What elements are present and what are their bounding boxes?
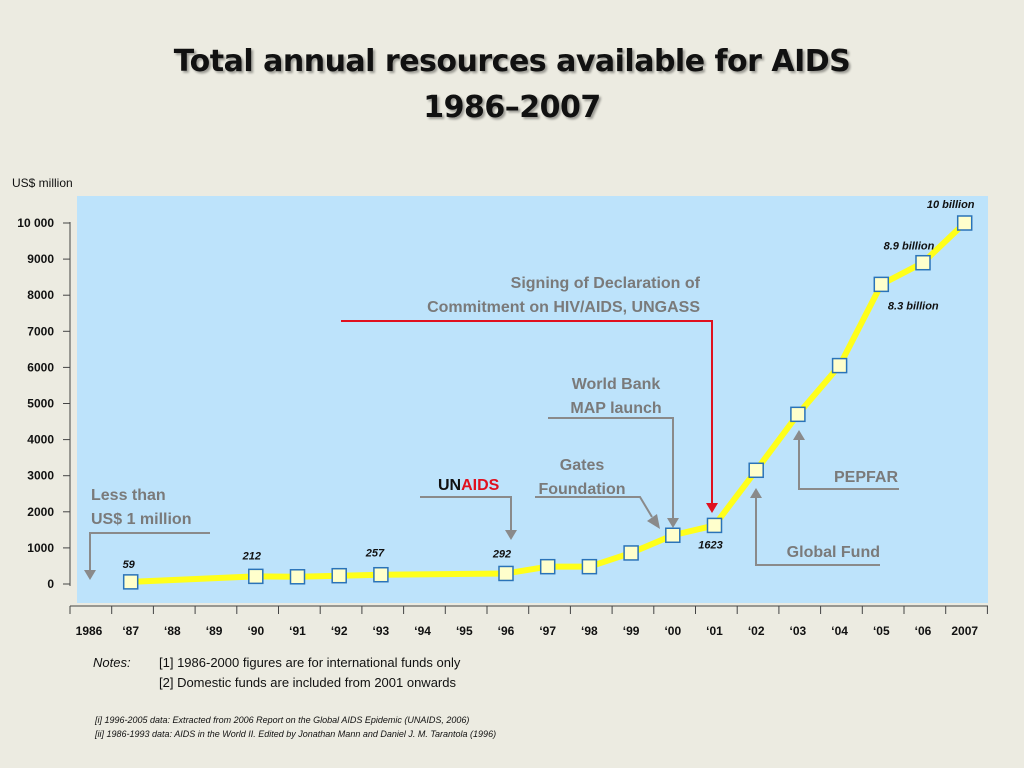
- y-tick-label: 1000: [27, 541, 54, 555]
- unaids-prefix: UN: [438, 477, 461, 494]
- x-tick-label: ‘93: [373, 624, 390, 638]
- data-point: [539, 558, 556, 575]
- source-note: [ii] 1986-1993 data: AIDS in the World I…: [95, 729, 497, 739]
- data-point: [873, 276, 890, 293]
- chart-title: Total annual resources available for AID…: [173, 44, 851, 79]
- data-label: 10 billion: [927, 199, 975, 211]
- x-tick-label: 2007: [951, 624, 978, 638]
- annotation-less-than-1-million: Less than: [91, 487, 166, 504]
- x-tick-label: ‘92: [331, 624, 348, 638]
- x-tick-label: ‘88: [164, 624, 181, 638]
- annotation-world-bank-map: MAP launch: [570, 400, 661, 417]
- data-label: 8.3 billion: [888, 300, 939, 312]
- data-point: [331, 567, 347, 584]
- data-label: 59: [123, 559, 136, 571]
- y-tick-label: 5000: [27, 397, 54, 411]
- x-tick-label: ‘94: [414, 624, 431, 638]
- annotation-world-bank-map: World Bank: [572, 376, 661, 393]
- y-tick-label: 8000: [27, 288, 54, 302]
- annotation-less-than-1-million: US$ 1 million: [91, 511, 191, 528]
- annotation-arrowhead: [505, 530, 517, 540]
- data-point: [498, 565, 514, 582]
- plot-area: [77, 196, 988, 603]
- annotation-arrowhead: [667, 518, 679, 528]
- annotation-arrow-ungass: [341, 320, 713, 503]
- x-tick-label: ‘01: [706, 624, 723, 638]
- x-tick-label: ‘89: [206, 624, 223, 638]
- x-tick-label: ‘04: [831, 624, 848, 638]
- y-tick-label: 6000: [27, 360, 54, 374]
- data-point: [831, 357, 848, 374]
- data-point: [122, 574, 139, 590]
- annotation-arrowhead: [750, 488, 762, 498]
- data-point: [748, 462, 764, 479]
- y-tick-label: 9000: [27, 252, 54, 266]
- data-point: [373, 566, 389, 583]
- annotation-arrowhead: [84, 570, 96, 580]
- data-point: [289, 569, 306, 585]
- data-point: [581, 558, 598, 575]
- data-point: [706, 517, 723, 534]
- y-tick-label: 7000: [27, 324, 54, 338]
- notes-label: Notes:: [93, 655, 131, 670]
- annotation-arrowhead-ungass: [706, 503, 718, 513]
- annotation-arrowhead: [647, 514, 660, 529]
- source-note: [i] 1996-2005 data: Extracted from 2006 …: [95, 715, 470, 725]
- data-point: [956, 215, 973, 231]
- y-tick-label: 0: [47, 577, 54, 591]
- annotation-arrow: [420, 496, 512, 530]
- data-label: 257: [365, 548, 385, 560]
- y-tick-label: 10 000: [17, 216, 54, 230]
- y-tick-label: 4000: [27, 433, 54, 447]
- x-tick-label: 1986: [76, 624, 103, 638]
- note-item: [2] Domestic funds are included from 200…: [159, 675, 456, 690]
- y-tick-label: 3000: [27, 469, 54, 483]
- x-tick-label: ‘87: [122, 624, 139, 638]
- unaids-highlight: AIDS: [461, 477, 500, 494]
- annotation-arrow: [755, 498, 880, 566]
- annotation-gates-foundation: Foundation: [538, 481, 625, 498]
- chart-subtitle: 1986–2007: [423, 90, 601, 125]
- x-tick-label: ‘98: [581, 624, 598, 638]
- x-tick-label: ‘02: [748, 624, 765, 638]
- annotation-pepfar: PEPFAR: [834, 469, 898, 486]
- data-label: 212: [242, 550, 261, 562]
- data-label: 292: [492, 548, 511, 560]
- note-item: [1] 1986-2000 figures are for internatio…: [159, 655, 461, 670]
- annotation-global-fund: Global Fund: [787, 544, 880, 561]
- data-point: [790, 406, 806, 423]
- annotation-ungass: Signing of Declaration of: [511, 275, 701, 292]
- x-tick-label: ‘91: [289, 624, 306, 638]
- x-tick-label: ‘90: [247, 624, 264, 638]
- annotation-arrowhead: [793, 430, 805, 440]
- x-tick-label: ‘03: [790, 624, 807, 638]
- annotation-gates-foundation: Gates: [560, 457, 605, 474]
- data-point: [623, 545, 639, 561]
- data-point: [248, 568, 264, 585]
- annotation-arrow: [89, 532, 210, 570]
- annotation-arrow: [535, 496, 653, 518]
- x-tick-label: ‘06: [915, 624, 932, 638]
- annotation-arrow: [548, 417, 674, 518]
- y-axis-units-label: US$ million: [12, 176, 73, 190]
- data-point: [665, 527, 681, 544]
- x-tick-label: ‘96: [498, 624, 515, 638]
- annotation-unaids: UNAIDS: [438, 477, 500, 494]
- annotation-ungass: Commitment on HIV/AIDS, UNGASS: [427, 299, 700, 316]
- data-label: 8.9 billion: [884, 241, 935, 253]
- y-tick-label: 2000: [27, 505, 54, 519]
- x-tick-label: ‘99: [623, 624, 640, 638]
- annotation-arrow: [798, 440, 899, 490]
- x-tick-label: ‘97: [539, 624, 556, 638]
- x-tick-label: ‘05: [873, 624, 890, 638]
- data-label: 1623: [698, 539, 722, 551]
- x-tick-label: ‘00: [664, 624, 681, 638]
- data-point: [915, 254, 931, 271]
- x-tick-label: ‘95: [456, 624, 473, 638]
